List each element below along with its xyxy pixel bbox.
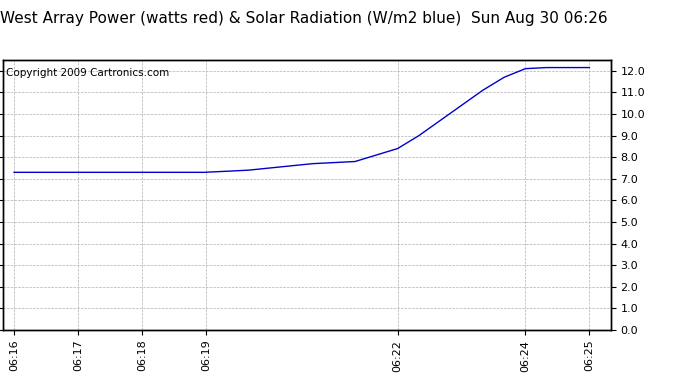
Text: West Array Power (watts red) & Solar Radiation (W/m2 blue)  Sun Aug 30 06:26: West Array Power (watts red) & Solar Rad… bbox=[0, 11, 607, 26]
Text: Copyright 2009 Cartronics.com: Copyright 2009 Cartronics.com bbox=[6, 68, 170, 78]
